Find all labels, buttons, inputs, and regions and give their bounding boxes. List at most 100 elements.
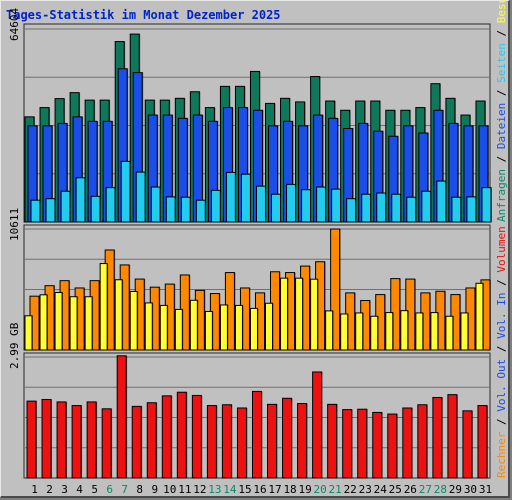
legend-entry: Anfragen [495, 169, 508, 222]
kbytes-bar [161, 395, 173, 479]
kbytes-bar-body [191, 394, 202, 479]
pages-bar [331, 188, 342, 223]
kbytes-bar [131, 405, 143, 479]
x-axis-day-label: 1 [31, 483, 38, 496]
pages-bar [105, 187, 117, 223]
x-axis-day-label: 16 [253, 483, 266, 496]
kbytes-bar-body [297, 403, 308, 479]
visits-bar-body [219, 304, 228, 351]
kbytes-bar-body [402, 407, 413, 479]
kbytes-bar-body [282, 397, 293, 479]
visits-bar-body [114, 279, 123, 351]
visits-bar [400, 310, 409, 351]
x-axis-day-label: 29 [449, 483, 462, 496]
kbytes-bar [146, 402, 158, 479]
pages-bar [60, 190, 72, 223]
pages-bar-body [481, 187, 492, 223]
kbytes-bar [176, 391, 188, 479]
visits-bar-body [325, 310, 334, 351]
kbytes-bar-body [146, 402, 157, 479]
pages-bar [481, 187, 492, 223]
kbytes-bar-body [116, 355, 127, 479]
pages-bar [316, 186, 327, 223]
x-axis-day-label: 7 [121, 483, 128, 496]
pages-bar [376, 192, 387, 223]
pages-bar-body [255, 185, 266, 223]
x-axis-day-label: 12 [193, 483, 206, 496]
x-axis-day-label: 27 [419, 483, 432, 496]
visits-bar [24, 315, 33, 351]
sites-bar [330, 228, 341, 351]
pages-bar [466, 196, 477, 223]
visits-bar-body [445, 315, 454, 351]
visits-bar-body [69, 296, 78, 351]
x-axis-day-label: 26 [404, 483, 417, 496]
x-axis-day-label: 4 [76, 483, 83, 496]
pages-bar-body [466, 196, 477, 223]
kbytes-bar-body [342, 409, 353, 479]
pages-bar [361, 193, 372, 223]
visits-bar-body [370, 315, 379, 351]
kbytes-bar [86, 401, 98, 479]
visits-bar [234, 304, 244, 351]
kbytes-bar [282, 397, 293, 479]
pages-bar [195, 199, 207, 223]
x-axis-day-label: 13 [208, 483, 221, 496]
pages-bar-body [210, 189, 221, 223]
legend-entry: / [495, 23, 508, 43]
pages-bar [436, 180, 447, 223]
pages-bar-body [240, 173, 251, 223]
x-axis-day-label: 15 [238, 483, 251, 496]
visits-bar [174, 308, 184, 351]
kbytes-bar-body [327, 403, 338, 479]
pages-bar [391, 193, 402, 223]
visits-bar [99, 263, 109, 351]
pages-bar-body [60, 190, 71, 223]
pages-bar [240, 173, 252, 223]
kbytes-bar [56, 401, 68, 479]
pages-bar [135, 171, 147, 223]
kbytes-bar [41, 398, 53, 479]
x-axis-day-label: 23 [359, 483, 372, 496]
kbytes-bar [26, 400, 37, 479]
kbytes-bar-body [267, 403, 278, 479]
pages-bar-body [195, 199, 206, 223]
visits-bar [189, 299, 199, 351]
x-axis-day-label: 22 [344, 483, 357, 496]
pages-bar-body [271, 193, 282, 223]
kbytes-bar-body [41, 398, 52, 479]
visits-bar [249, 307, 259, 351]
kbytes-bar-body [417, 404, 428, 479]
visits-bar [445, 315, 454, 351]
y-axis-max-label-3: 2.99 GB [8, 322, 21, 369]
pages-bar-body [105, 187, 116, 223]
pages-bar-body [165, 196, 176, 223]
pages-bar [30, 199, 41, 223]
x-axis-day-label: 31 [479, 483, 492, 496]
visits-bar-body [310, 278, 319, 351]
kbytes-bar-body [447, 394, 458, 479]
pages-bar-body [406, 196, 417, 223]
pages-bar [271, 193, 282, 223]
visits-bar [69, 296, 79, 351]
pages-bar-body [286, 183, 297, 223]
kbytes-bar-body [206, 405, 217, 479]
x-axis-day-label: 14 [223, 483, 237, 496]
kbytes-bar [206, 405, 218, 479]
visits-bar-body [385, 312, 394, 351]
pages-bar-body [391, 193, 402, 223]
x-axis-day-label: 21 [329, 483, 342, 496]
x-axis-day-label: 18 [283, 483, 296, 496]
visits-bar-body [249, 307, 258, 351]
visits-bar [385, 312, 394, 351]
visits-bar-body [265, 302, 274, 351]
x-axis-day-label: 24 [374, 483, 388, 496]
pages-bar [120, 160, 132, 223]
pages-bar-body [436, 180, 447, 223]
pages-bar [286, 183, 297, 223]
kbytes-bar-body [387, 413, 398, 479]
x-axis-day-label: 19 [298, 483, 311, 496]
pages-bar [90, 195, 102, 223]
visits-bar-body [54, 292, 63, 351]
kbytes-bar-body [221, 404, 232, 479]
